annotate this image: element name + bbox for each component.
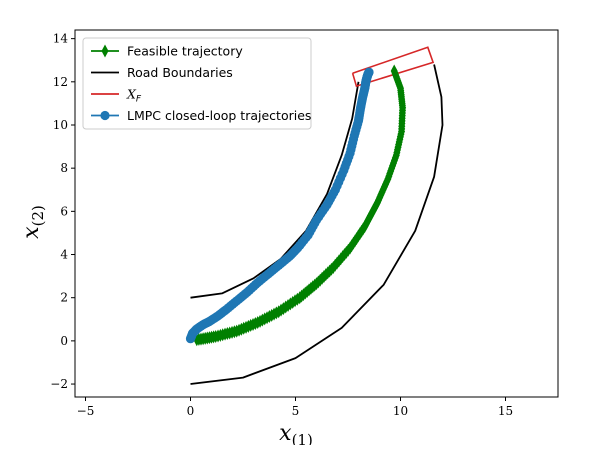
legend-marker-feasible [101,44,109,58]
terminal-set-outline [351,46,435,88]
x-tick-label: 15 [498,404,513,418]
axes: −5 0 5 10 15 −2 0 2 4 6 8 10 12 14 [50,29,559,418]
y-tick-label: 8 [60,161,68,175]
legend-label-road: Road Boundaries [127,65,233,80]
y-tick-label: 4 [60,248,68,262]
x-tick-label: 5 [292,404,300,418]
legend-box [82,37,312,130]
road-boundary-outer [190,64,444,385]
y-tick-label: 0 [60,334,68,348]
y-tick-label: 12 [53,75,68,89]
y-tick-label: 10 [53,118,68,132]
legend-label-terminal: XF [126,87,142,105]
legend-label-feasible: Feasible trajectory [127,44,243,59]
x-axis-title-main: x [279,421,292,445]
x-tick-label: 0 [187,404,195,418]
x-axis-title-sub: (1) [292,431,313,445]
legend: Feasible trajectory Road Boundaries XF LMPC… [82,37,312,130]
y-axis-title: x(2) [19,205,47,239]
y-axis-title-sub: (2) [29,205,47,226]
plot-area [185,46,444,385]
x-tick-label: 10 [393,404,408,418]
x-axis-title: x(1) [279,421,313,445]
legend-label-lmpc: LMPC closed-loop trajectories [127,108,311,123]
plot-frame [74,29,559,398]
y-tick-label: −2 [50,377,68,391]
feasible-marker [390,64,398,78]
y-tick-label: 6 [60,204,68,218]
y-tick-label: 14 [53,32,69,46]
legend-marker-lmpc [100,110,110,121]
y-tick-label: 2 [60,291,68,305]
y-axis-title-main: x [19,226,44,239]
lmpc-marker [364,67,374,77]
x-tick-label: −5 [77,404,95,418]
